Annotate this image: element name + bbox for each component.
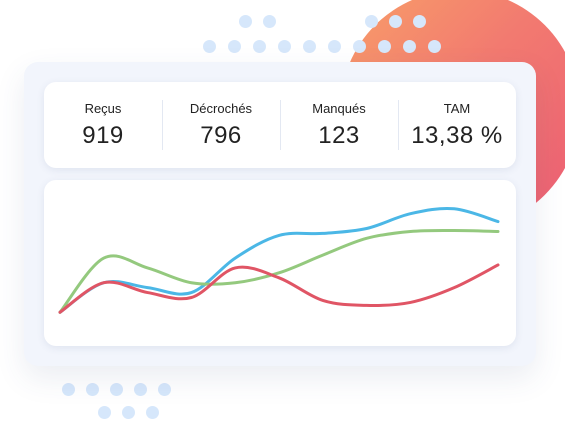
stat-value: 919 xyxy=(82,121,124,149)
stats-panel: Reçus 919 Décrochés 796 Manqués 123 TAM … xyxy=(44,82,516,168)
stat-missed: Manqués 123 xyxy=(280,82,398,168)
series-line-1 xyxy=(58,206,500,314)
stat-received: Reçus 919 xyxy=(44,82,162,168)
stat-label: Décrochés xyxy=(189,100,253,116)
series-line-2 xyxy=(58,228,500,314)
stat-label: Reçus xyxy=(84,100,122,116)
stat-value: 13,38 % xyxy=(411,121,503,149)
line-chart xyxy=(44,180,516,346)
stat-value: 796 xyxy=(200,121,242,149)
stat-answered: Décrochés 796 xyxy=(162,82,280,168)
stat-label: TAM xyxy=(443,100,471,116)
series-line-3 xyxy=(58,263,500,314)
stat-label: Manqués xyxy=(312,100,366,116)
line-chart-svg xyxy=(58,206,500,314)
stat-tam: TAM 13,38 % xyxy=(398,82,516,168)
stat-value: 123 xyxy=(318,121,360,149)
dashboard-card: Reçus 919 Décrochés 796 Manqués 123 TAM … xyxy=(24,62,536,366)
